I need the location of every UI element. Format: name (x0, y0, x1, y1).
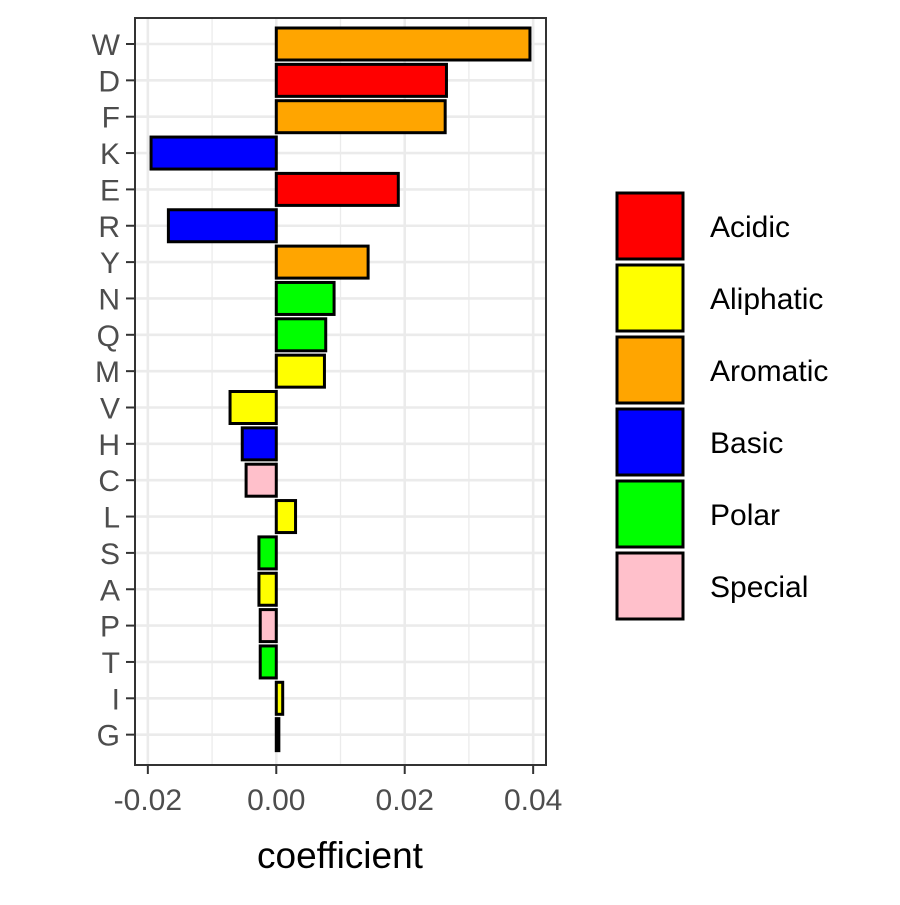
y-tick-label: T (102, 647, 120, 680)
bar-C (244, 462, 278, 498)
y-tick-label: H (98, 429, 120, 462)
y-tick-label: E (100, 174, 120, 207)
x-tick-label: 0.02 (376, 784, 434, 817)
bar-A (257, 571, 278, 607)
legend-label: Acidic (710, 211, 790, 244)
bar-W (274, 26, 532, 62)
bar-N (274, 280, 336, 316)
bar-Q (274, 317, 328, 353)
y-tick-label: V (100, 393, 120, 426)
bar-G (274, 717, 281, 753)
y-tick-label: G (97, 720, 120, 753)
x-tick-label: -0.02 (114, 784, 182, 817)
legend-key-basic (615, 407, 685, 477)
x-axis: -0.02 0.00 0.02 0.04 (114, 765, 562, 817)
bars-layer (149, 26, 532, 753)
bar-E (274, 171, 400, 207)
y-tick-label: Q (97, 320, 120, 353)
legend-label: Special (710, 571, 808, 604)
legend-label: Basic (710, 427, 783, 460)
legend: Acidic Aliphatic Aromatic Basic Polar Special (615, 191, 828, 621)
legend-key-aliphatic (615, 263, 685, 333)
legend-label: Aromatic (710, 355, 828, 388)
y-tick-label: W (92, 29, 121, 62)
x-axis-title: coefficient (257, 835, 424, 876)
x-tick-label: 0.00 (247, 784, 305, 817)
bar-P (258, 608, 278, 644)
bar-F (274, 99, 447, 135)
bar-R (166, 208, 278, 244)
plot-border (134, 17, 547, 766)
legend-label: Aliphatic (710, 283, 823, 316)
bar-D (274, 62, 448, 98)
y-tick-label: C (98, 465, 120, 498)
y-tick-label: N (98, 283, 120, 316)
y-tick-label: Y (100, 247, 120, 280)
bar-K (149, 135, 278, 171)
y-tick-label: M (95, 356, 120, 389)
bar-V (228, 390, 278, 425)
bar-Y (274, 244, 370, 280)
legend-key-acidic (615, 191, 685, 261)
y-tick-label: I (112, 683, 120, 716)
bar-T (258, 644, 278, 680)
y-tick-label: D (98, 65, 120, 98)
y-tick-label: P (100, 611, 120, 644)
y-tick-label: L (103, 502, 120, 535)
legend-label: Polar (710, 499, 780, 532)
y-tick-label: F (102, 102, 120, 135)
x-tick-label: 0.04 (504, 784, 562, 817)
bar-S (257, 535, 278, 571)
y-tick-label: K (100, 138, 120, 171)
bar-H (240, 426, 278, 462)
bar-L (274, 499, 298, 535)
y-tick-label: R (98, 211, 120, 244)
y-tick-label: S (100, 538, 120, 571)
legend-key-aromatic (615, 335, 685, 405)
bar-M (274, 353, 326, 389)
bar-I (274, 680, 285, 716)
legend-key-special (615, 551, 685, 621)
legend-key-polar (615, 479, 685, 549)
y-tick-label: A (100, 574, 120, 607)
